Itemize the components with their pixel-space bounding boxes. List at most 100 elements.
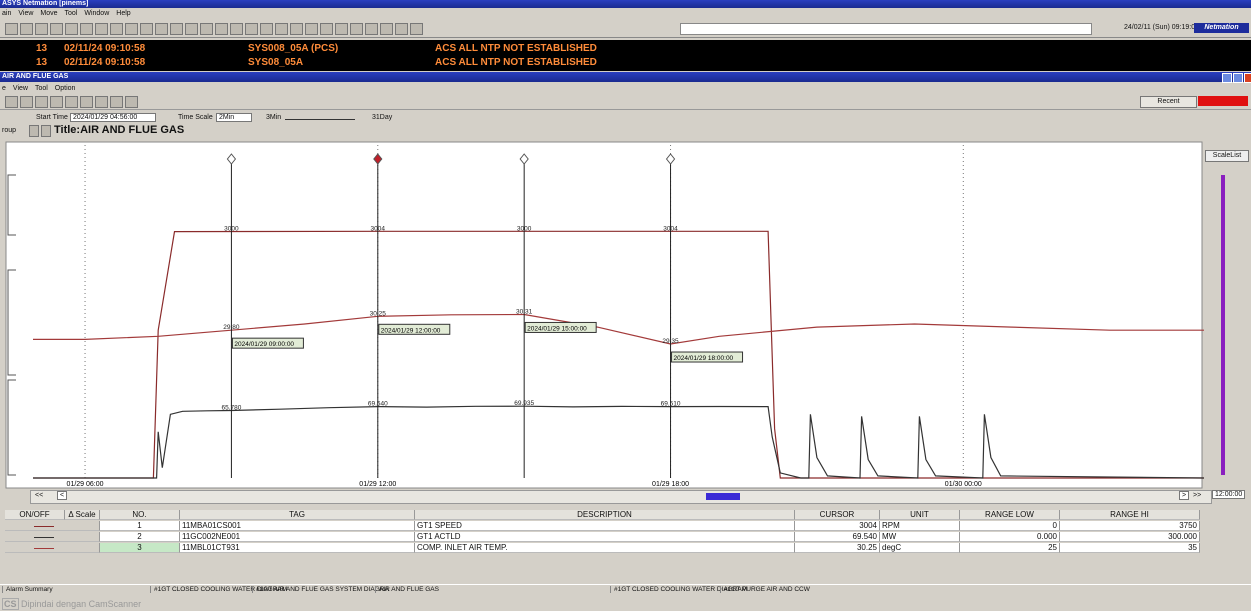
trend-line — [33, 405, 1205, 479]
menu-item[interactable]: View — [12, 85, 28, 92]
cursor-time-box — [524, 321, 597, 333]
taskbar-item[interactable]: #1GT AIR AND FLUE GAS SYSTEM DIAGRA — [252, 586, 389, 593]
menu-item[interactable]: Tool — [64, 10, 78, 17]
menu-item[interactable]: Help — [116, 10, 131, 17]
time-scale-slider[interactable] — [285, 115, 355, 120]
taskbar-item[interactable]: #1GT CLOSED COOLING WATER DIAGRAM — [150, 586, 287, 593]
x-tick-label: 01/29 18:00 — [652, 481, 689, 488]
menu-item[interactable]: Move — [40, 10, 58, 17]
x-tick-label: 01/30 00:00 — [945, 481, 982, 488]
menu-item[interactable]: Tool — [34, 85, 48, 92]
table-header: RANGE HI — [1060, 510, 1200, 520]
table-header: TAG — [180, 510, 415, 520]
scanner-footer: CS Dipindai dengan CamScanner — [2, 598, 142, 610]
table-cell: 30.25 — [795, 543, 880, 553]
scale-max-label: 31Day — [372, 114, 393, 121]
recent-button[interactable]: Recent — [1140, 96, 1197, 108]
cursor-value: 29.35 — [662, 338, 679, 345]
cursor-value: 69.510 — [661, 401, 681, 408]
app-title: ASYS Netmation [pinems] — [2, 0, 89, 7]
cursor-time: 2024/01/29 15:00:00 — [527, 325, 587, 332]
table-header: Δ Scale — [65, 510, 100, 520]
alarm-station: SYS08_05A — [248, 57, 304, 68]
menu-item[interactable]: ain — [2, 10, 12, 17]
cursor-handle[interactable] — [665, 153, 676, 165]
window-title: AIR AND FLUE GAS — [2, 73, 69, 80]
table-cell: 69.540 — [795, 532, 880, 542]
menu-item[interactable]: View — [18, 10, 34, 17]
cursor-value: 29.80 — [223, 324, 240, 331]
address-field[interactable] — [680, 23, 1092, 35]
trend-title: Title:AIR AND FLUE GAS — [54, 124, 185, 136]
group-arrows[interactable] — [28, 125, 52, 137]
group-label: roup — [2, 127, 17, 134]
menu-item[interactable]: e — [2, 85, 6, 92]
playback-buttons — [4, 96, 139, 108]
cursor-time: 2024/01/29 18:00:00 — [674, 355, 734, 362]
line-style — [34, 526, 54, 527]
menu-item[interactable]: Option — [54, 85, 76, 92]
cursor-time: 2024/01/29 09:00:00 — [234, 341, 294, 348]
trend-chart: 01/29 06:00 01/29 12:00 01/29 18:00 01/30 0… — [5, 141, 1225, 489]
cursor-handle[interactable] — [519, 153, 529, 165]
alarm-message: ACS ALL NTP NOT ESTABLISHED — [435, 43, 597, 54]
end-time-field[interactable]: 12:00:00 — [1212, 490, 1246, 499]
table-cell: GT1 SPEED — [415, 521, 795, 531]
time-scale-select[interactable]: 2Min — [216, 113, 252, 122]
table-cell: 25 — [960, 543, 1060, 553]
scroll-indicator — [1221, 175, 1225, 475]
alarm-time: 02/11/24 09:10:58 — [64, 57, 146, 68]
close-button[interactable] — [1244, 73, 1251, 83]
table-cell: GT1 ACTLD — [415, 532, 795, 542]
table-cell: 0.000 — [960, 532, 1060, 542]
cursor-value: 30.25 — [370, 310, 387, 317]
menu-item[interactable]: Window — [84, 10, 110, 17]
alarm-time: 02/11/24 09:10:58 — [64, 43, 146, 54]
scale-list-button[interactable]: ScaleList — [1205, 150, 1249, 162]
maximize-button[interactable] — [1233, 73, 1243, 83]
scale-min-label: 3Min — [266, 114, 282, 121]
alarm-banner: 13 02/11/24 09:10:58 SYS008_05A (PCS) ACS A… — [0, 40, 1251, 71]
cursor-value: 3004 — [371, 225, 386, 232]
brand: Netmation — [1194, 23, 1249, 33]
app-title-bar: ASYS Netmation [pinems] — [0, 0, 1251, 8]
trend-table: ON/OFF Δ Scale NO. TAG DESCRIPTION CURSOR UNIT… — [0, 510, 1251, 570]
start-time-field[interactable]: 2024/01/29 04:56:00 — [70, 113, 156, 122]
table-cell: COMP. INLET AIR TEMP. — [415, 543, 795, 553]
alarm-message: ACS ALL NTP NOT ESTABLISHED — [435, 57, 597, 68]
table-cell: 300.000 — [1060, 532, 1200, 542]
minimize-button[interactable] — [1222, 73, 1232, 83]
scanner-text: Dipindai dengan CamScanner — [21, 599, 142, 609]
table-cell: 11MBA01CS001 — [180, 521, 415, 531]
taskbar-item[interactable]: #1GT PURGE AIR AND CCW — [720, 586, 810, 593]
taskbar-item[interactable]: Alarm Summary — [2, 586, 53, 593]
time-scrollbar[interactable]: << < > >> — [30, 490, 1212, 504]
cursor-time: 2024/01/29 12:00:00 — [381, 327, 441, 334]
cursor-handle[interactable] — [373, 153, 383, 165]
clock: 24/02/11 (Sun) 09:19:05 — [1124, 24, 1199, 31]
table-cell: 11GC002NE001 — [180, 532, 415, 542]
window-toolbar: Recent — [0, 94, 1251, 110]
toolbar-icons — [4, 23, 424, 35]
cursor-value: 3000 — [517, 226, 532, 233]
table-header: UNIT — [880, 510, 960, 520]
cursor-value: 65.780 — [221, 404, 241, 411]
table-cell: 2 — [100, 532, 180, 542]
x-tick-label: 01/29 06:00 — [67, 481, 104, 488]
taskbar-item[interactable]: AIR AND FLUE GAS — [375, 586, 439, 593]
alarm-station: SYS008_05A (PCS) — [248, 43, 339, 54]
taskbar-item[interactable]: #1GT CLOSED COOLING WATER DIAGRAM — [610, 586, 747, 593]
cursor-handle[interactable] — [226, 153, 237, 165]
table-cell: 3 — [100, 543, 180, 553]
table-cell: 11MBL01CT931 — [180, 543, 415, 553]
table-cell: 35 — [1060, 543, 1200, 553]
cursor-value: 30.31 — [516, 308, 533, 315]
table-cell: 0 — [960, 521, 1060, 531]
table-header: DESCRIPTION — [415, 510, 795, 520]
table-header: RANGE LOW — [960, 510, 1060, 520]
line-style — [34, 548, 54, 549]
app-menu: ain View Move Tool Window Help — [2, 9, 138, 18]
table-cell: 3750 — [1060, 521, 1200, 531]
cursor-value: 3000 — [224, 226, 239, 233]
cursor-value: 69.935 — [514, 400, 534, 407]
